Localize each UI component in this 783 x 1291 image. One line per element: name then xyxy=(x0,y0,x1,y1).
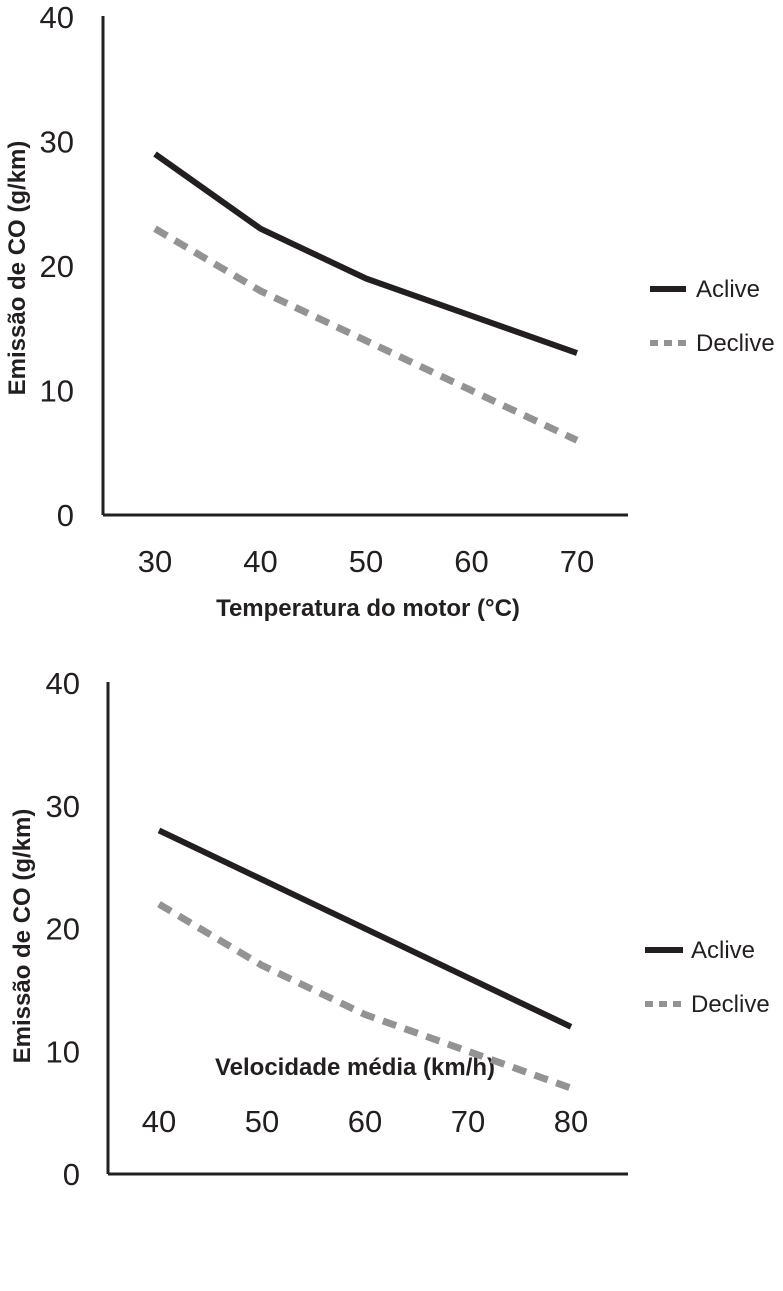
chart-speed: Emissão de CO (g/km) Velocidade média (k… xyxy=(9,666,770,1192)
x-axis-title: Temperatura do motor (°C) xyxy=(216,595,520,622)
legend-label-declive: Declive xyxy=(696,330,775,357)
y-tick-label: 30 xyxy=(46,789,80,824)
y-axis-title: Emissão de CO (g/km) xyxy=(9,809,36,1064)
legend-label-aclive: Aclive xyxy=(696,276,760,303)
x-tick-label: 70 xyxy=(451,1104,485,1139)
series-line-declive xyxy=(157,901,573,1092)
plot-area: 0 10 20 30 40 30 40 50 60 70 xyxy=(40,0,628,579)
y-tick-label: 40 xyxy=(46,666,80,701)
legend-label-declive: Declive xyxy=(691,991,770,1018)
x-tick-label: 40 xyxy=(243,544,277,579)
y-tick-label: 10 xyxy=(40,374,74,409)
y-tick-label: 10 xyxy=(46,1034,80,1069)
x-tick-label: 50 xyxy=(245,1104,279,1139)
series-line-aclive xyxy=(153,151,579,356)
y-tick-label: 0 xyxy=(57,498,74,533)
y-tick-label: 20 xyxy=(46,912,80,947)
x-tick-label: 30 xyxy=(138,544,172,579)
legend: Aclive Declive xyxy=(645,937,770,1018)
legend: Aclive Declive xyxy=(650,276,775,357)
x-tick-label: 40 xyxy=(142,1104,176,1139)
y-tick-label: 30 xyxy=(40,125,74,160)
x-tick-label: 70 xyxy=(560,544,594,579)
y-tick-label: 40 xyxy=(40,0,74,35)
legend-label-aclive: Aclive xyxy=(691,937,755,964)
x-tick-label: 80 xyxy=(554,1104,588,1139)
x-tick-label: 50 xyxy=(349,544,383,579)
y-axis-title: Emissão de CO (g/km) xyxy=(4,141,31,396)
x-axis-title: Velocidade média (km/h) xyxy=(215,1054,495,1081)
y-tick-label: 20 xyxy=(40,249,74,284)
x-tick-label: 60 xyxy=(454,544,488,579)
series-line-declive xyxy=(153,225,579,444)
plot-area: 0 10 20 30 40 40 50 60 70 80 xyxy=(46,666,628,1192)
x-tick-label: 60 xyxy=(348,1104,382,1139)
y-tick-label: 0 xyxy=(63,1157,80,1192)
chart-temperature: Emissão de CO (g/km) Temperatura do moto… xyxy=(4,0,775,622)
